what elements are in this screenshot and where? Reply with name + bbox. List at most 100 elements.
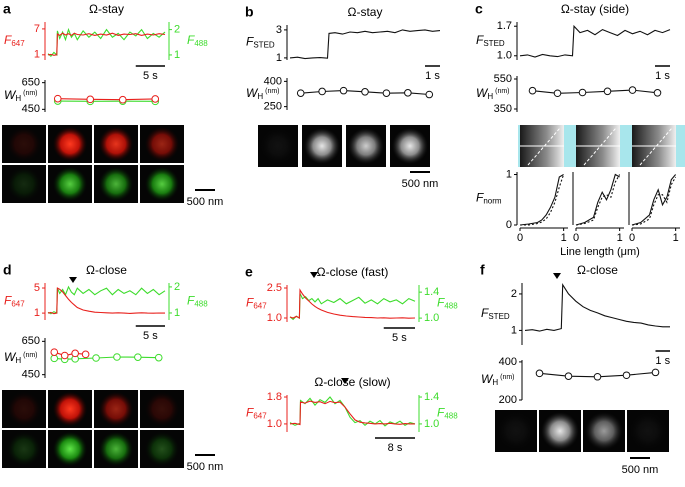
axis-label-sub: 647 — [11, 39, 25, 48]
axis-label-unit: (nm) — [495, 88, 509, 95]
y2-tick-label: 1.4 — [424, 391, 439, 403]
micrograph-signal — [6, 126, 42, 162]
micrograph-signal — [6, 391, 42, 427]
data-line — [524, 283, 670, 332]
data-point — [339, 86, 348, 95]
axis-label-sub: STED — [253, 41, 275, 50]
y-tick-label: 7 — [34, 23, 40, 35]
axis-label-sub: 488 — [194, 300, 208, 309]
x-tick-label: 0 — [573, 232, 579, 244]
data-point — [86, 95, 95, 104]
axis-label-main: F — [246, 35, 254, 49]
data-point — [60, 351, 69, 360]
data-line — [289, 29, 441, 60]
axis-label: F488 — [187, 294, 208, 309]
data-line — [520, 174, 565, 226]
data-point — [553, 89, 562, 98]
panel-label: e — [245, 264, 253, 280]
data-point — [564, 372, 573, 380]
axis-label-main: F — [437, 296, 445, 310]
axis-label: F647 — [246, 406, 267, 421]
y2-tick-label: 2 — [174, 281, 180, 293]
line-profile — [527, 127, 561, 166]
micrograph-signal — [6, 166, 42, 202]
data-point — [404, 89, 412, 97]
data-line — [54, 351, 86, 357]
y-tick-label: 0 — [506, 219, 512, 231]
micrograph-signal — [541, 412, 579, 450]
x-tick-label: 1 — [673, 232, 679, 244]
data-point — [578, 88, 587, 97]
data-point — [653, 89, 662, 97]
data-line — [54, 356, 159, 360]
axis-label-main: F — [187, 294, 195, 308]
micrograph-signal — [144, 431, 180, 467]
y-tick-label: 550 — [494, 73, 512, 85]
axis-label-main: W — [476, 86, 489, 100]
axis-label-unit: (nm) — [265, 88, 279, 95]
data-line — [57, 98, 156, 101]
data-point — [651, 368, 660, 377]
x-tick-label: 0 — [629, 232, 635, 244]
y2-tick-label: 1.0 — [424, 418, 439, 430]
chart-title: Ω-close — [86, 263, 127, 277]
data-line — [47, 285, 166, 315]
y-tick-label: 1 — [511, 324, 517, 336]
axis-label-sub: STED — [483, 39, 505, 48]
micrograph-signal — [98, 166, 134, 202]
axis-label-sub: norm — [483, 197, 502, 206]
axis-label-main: F — [246, 296, 254, 310]
axis-label-sub: 488 — [444, 412, 458, 421]
axis-label-main: F — [476, 191, 484, 205]
panel-label: a — [3, 1, 11, 17]
data-point — [118, 95, 127, 104]
y-tick-label: 350 — [494, 103, 512, 115]
axis-label-main: F — [187, 33, 195, 47]
line-profile — [639, 127, 673, 166]
axis-label-main: W — [246, 86, 259, 100]
data-point — [81, 350, 90, 359]
micrograph-signal — [304, 128, 340, 164]
y-tick-label: 650 — [22, 77, 40, 89]
data-point — [71, 349, 79, 358]
y2-tick-label: 1.0 — [424, 312, 439, 324]
data-point — [154, 353, 163, 362]
axis-label-main: W — [4, 350, 17, 364]
y-tick-label: 5 — [34, 282, 40, 294]
y-tick-label: 250 — [264, 101, 282, 113]
axis-label-main: F — [4, 294, 12, 308]
axis-label-sub: 647 — [253, 302, 267, 311]
y-tick-label: 2 — [511, 288, 517, 300]
x-axis-label: Line length (μm) — [560, 246, 640, 258]
axis-label-sub: 488 — [194, 39, 208, 48]
micrograph-signal — [98, 431, 134, 467]
image-scalebar-label: 500 nm — [187, 461, 224, 473]
axis-label-unit: (nm) — [23, 90, 37, 97]
data-point — [151, 95, 160, 103]
axis-label-main: F — [437, 406, 445, 420]
data-point — [296, 89, 305, 97]
axis-label: FSTED — [481, 306, 510, 321]
y-tick-label: 3 — [276, 24, 282, 36]
time-scalebar-label: 1 s — [425, 70, 440, 82]
data-line — [47, 287, 166, 315]
data-line — [519, 24, 671, 58]
y2-tick-label: 1 — [174, 307, 180, 319]
axis-label: FSTED — [476, 33, 505, 48]
chart-title: Ω-close — [577, 263, 618, 277]
micrograph-signal — [6, 431, 42, 467]
time-scalebar-label: 8 s — [388, 442, 403, 454]
axis-label-sub: H — [15, 94, 21, 103]
axis-label: FSTED — [246, 35, 275, 50]
data-point — [50, 354, 59, 363]
axis-label-unit: (nm) — [500, 374, 514, 381]
data-point — [535, 369, 544, 378]
x-tick-label: 1 — [561, 232, 567, 244]
data-line — [532, 89, 658, 94]
y-tick-label: 1.7 — [497, 20, 512, 32]
axis-label-sub: H — [257, 92, 263, 101]
y-tick-label: 1 — [34, 49, 40, 61]
axis-label-sub: H — [487, 92, 493, 101]
time-scalebar-label: 1 s — [655, 70, 670, 82]
data-point — [318, 87, 326, 96]
